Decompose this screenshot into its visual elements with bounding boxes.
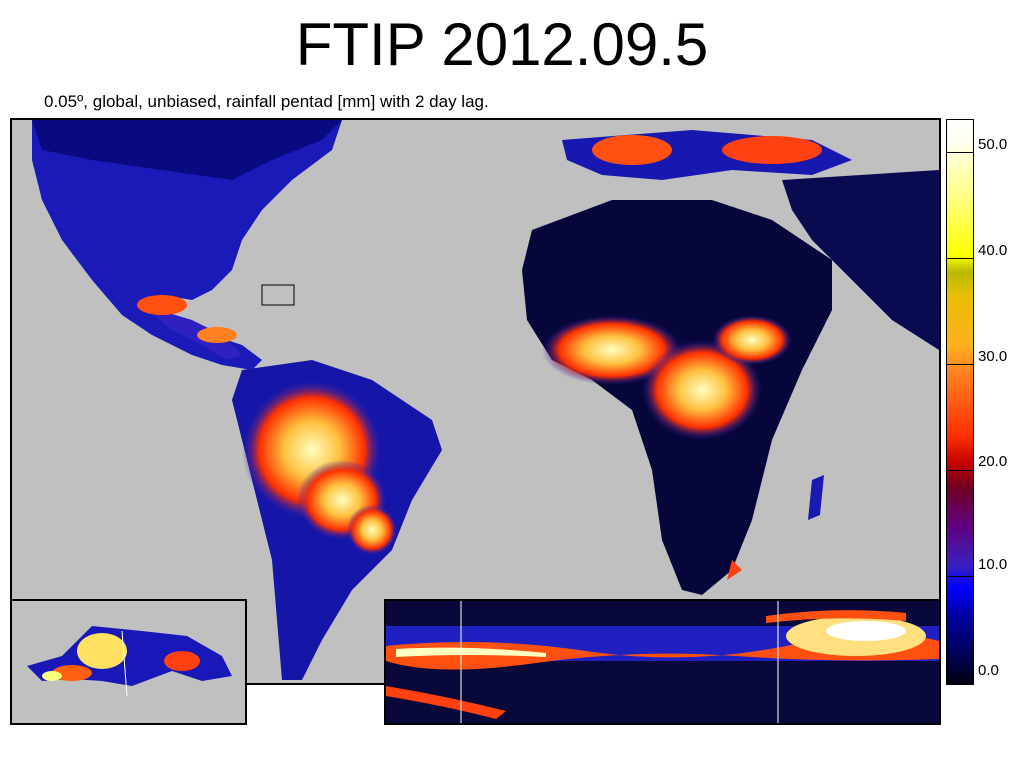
page-title: FTIP 2012.09.5 bbox=[295, 11, 709, 78]
colorbar-tick-label: 50.0 bbox=[978, 136, 1008, 153]
map-subtitle: 0.05º, global, unbiased, rainfall pentad… bbox=[44, 92, 489, 111]
inset-locator-box bbox=[261, 284, 295, 306]
colorbar-tick-label: 0.0 bbox=[978, 662, 999, 679]
asia-landmass bbox=[782, 170, 939, 350]
colorbar-tick-line bbox=[946, 470, 974, 471]
colorbar-tick-line bbox=[946, 576, 974, 577]
hispaniola-inset-map bbox=[10, 599, 247, 725]
north-america-landmass bbox=[32, 120, 342, 370]
colorbar-tick-line bbox=[946, 152, 974, 153]
main-rainfall-map bbox=[10, 118, 941, 685]
colorbar-tick-label: 10.0 bbox=[978, 556, 1008, 573]
colorbar-tick-label: 30.0 bbox=[978, 348, 1008, 365]
madagascar-landmass bbox=[808, 475, 824, 520]
colorbar-tick-label: 20.0 bbox=[978, 453, 1008, 470]
rainfall-colorbar bbox=[946, 119, 974, 685]
central-america-landmass bbox=[142, 305, 242, 360]
colorbar-tick-line bbox=[946, 364, 974, 365]
global-inset-map bbox=[384, 599, 941, 725]
colorbar-tick-line bbox=[946, 258, 974, 259]
colorbar-tick-label: 40.0 bbox=[978, 242, 1008, 259]
